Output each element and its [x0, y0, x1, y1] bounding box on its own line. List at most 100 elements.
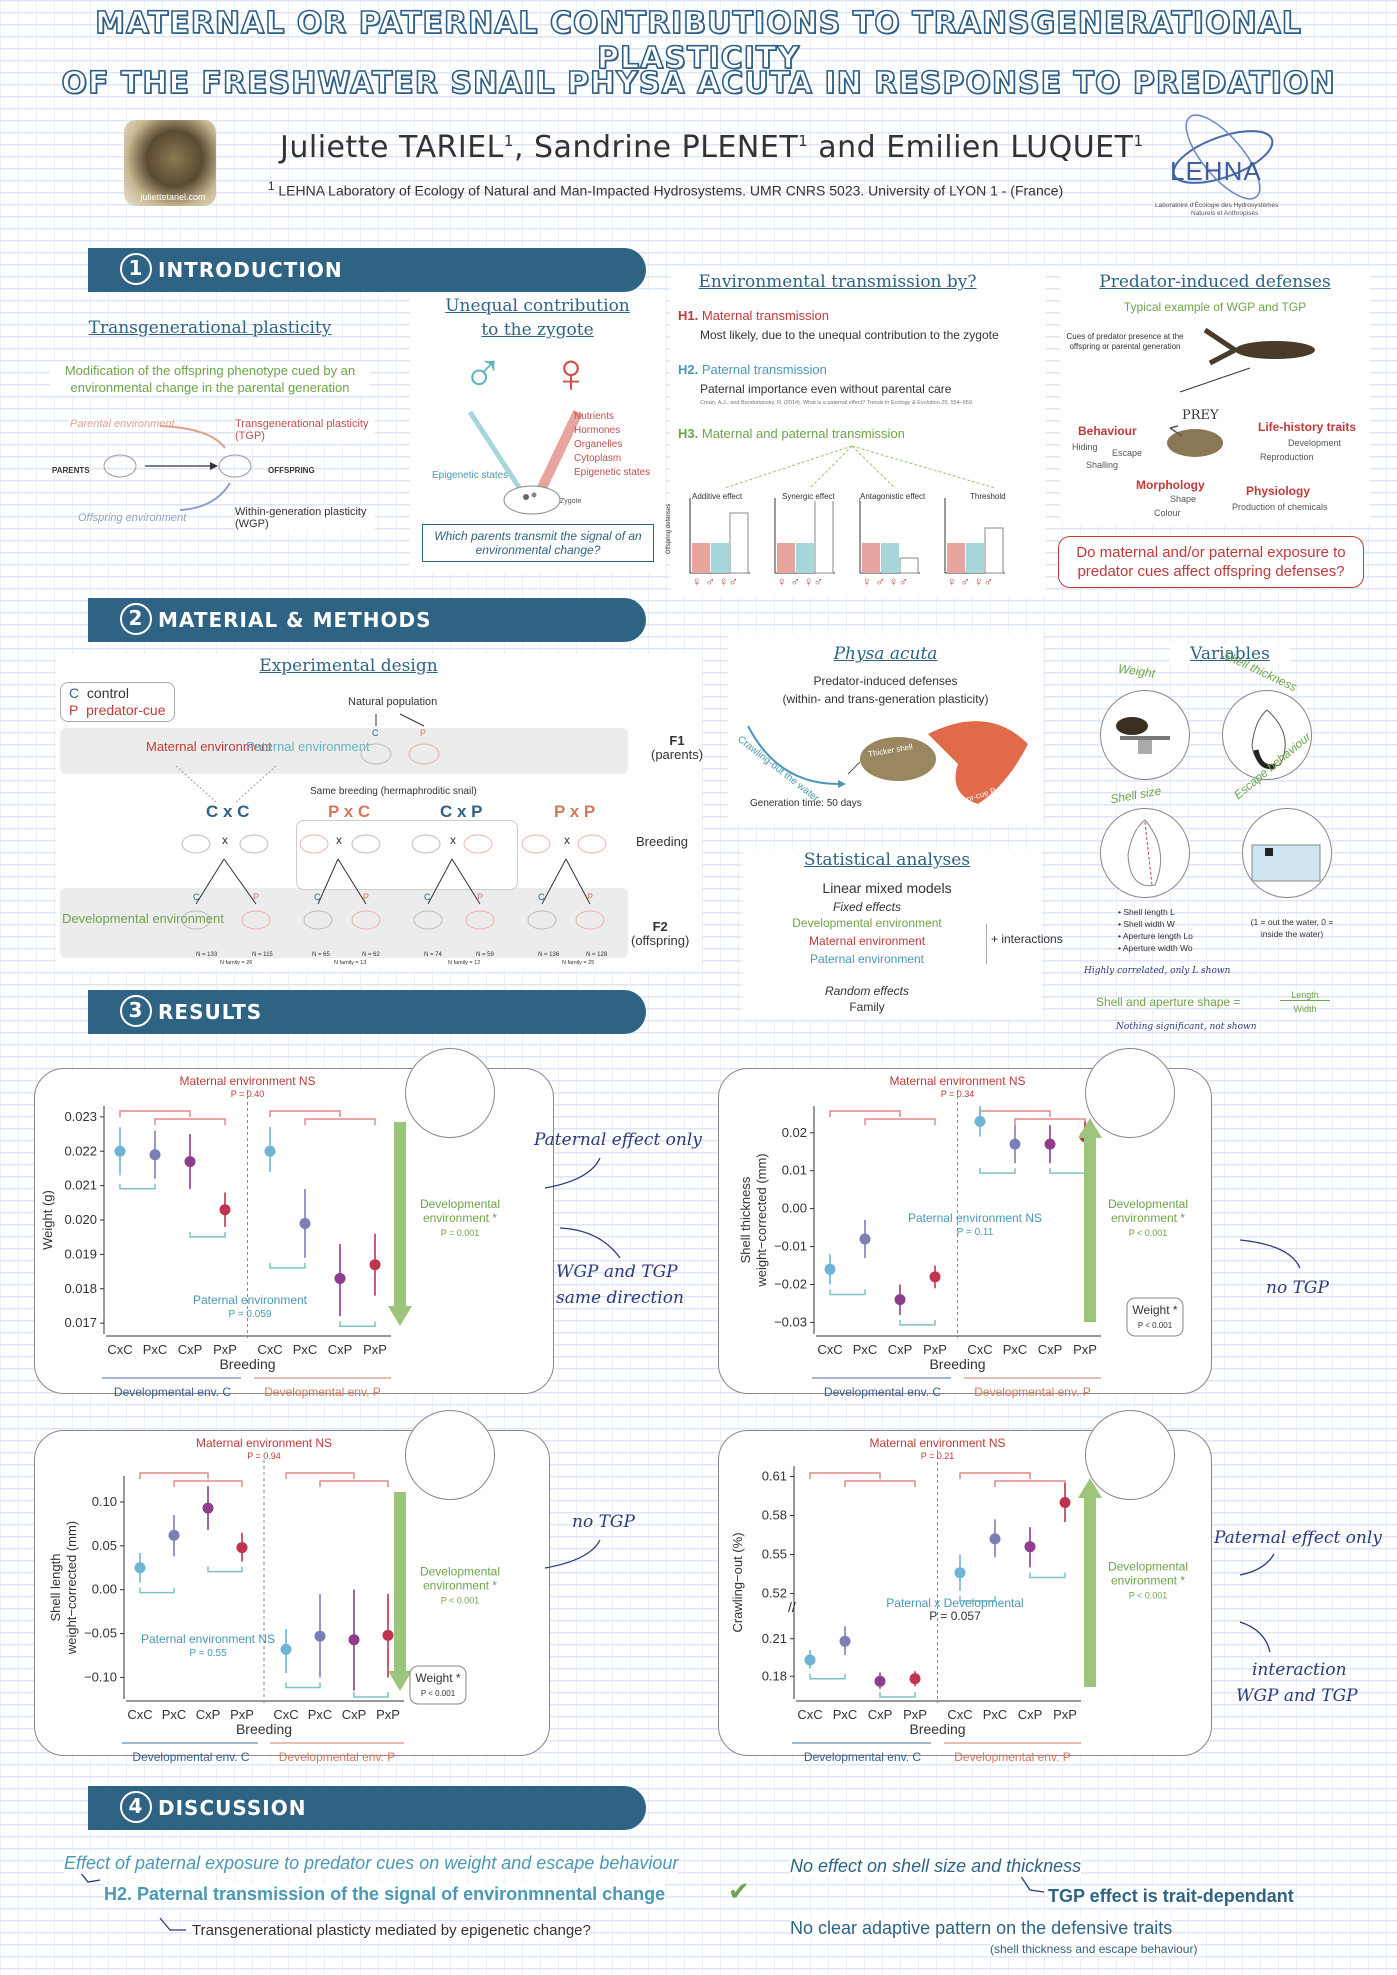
- same-breeding-box: [296, 820, 518, 890]
- effect-synergic: Synergic effect: [782, 492, 835, 501]
- h2-title: Paternal transmission: [701, 362, 827, 377]
- annotation-arrow: [559, 1227, 621, 1259]
- tgp-title: Transgenerational plasticity: [88, 318, 332, 338]
- author-3: and Emilien LUQUET: [818, 130, 1134, 165]
- si-3: • Aperture length Lo: [1118, 931, 1193, 941]
- f1-text: F1: [669, 733, 685, 748]
- logo-sub-1: Laboratoire d'Écologie des Hydrosystèmes: [1155, 202, 1279, 209]
- legend-c-text: control: [86, 685, 129, 701]
- legend-c: C: [69, 685, 80, 701]
- effect-threshold: Threshold: [970, 492, 1006, 501]
- sym-2: ♀ ♂ ♀♂: [777, 574, 824, 589]
- hypothesis-charts: [689, 445, 1005, 574]
- authors-line: Juliette TARIEL1, Sandrine PLENET1 and E…: [280, 130, 1144, 165]
- ann-no-tgp-1: no TGP: [1266, 1278, 1329, 1298]
- h3-tag: H3.: [678, 426, 699, 441]
- list-epigenetic: Epigenetic states: [574, 467, 651, 478]
- disc-r1: No effect on shell size and thickness: [790, 1856, 1082, 1877]
- tgp-label: Transgenerational plasticity (TGP): [235, 418, 375, 442]
- interactions-label: + interactions: [986, 924, 1063, 964]
- section-4-number: 4: [120, 1791, 152, 1823]
- logo-text: LEHNA: [1170, 156, 1262, 186]
- cross-cxp: C x P: [440, 802, 483, 821]
- zygote-label: Zygote: [560, 498, 582, 505]
- physa-illustration: [747, 721, 1028, 804]
- l-development: Development: [1288, 438, 1342, 448]
- offspring-label: OFFSPRING: [268, 466, 315, 475]
- f2-band: [60, 888, 628, 958]
- b-hiding: Hiding: [1072, 442, 1098, 452]
- fixed-mat: Maternal environment: [808, 934, 926, 948]
- pat-env-label: Paternal environment: [246, 739, 370, 754]
- section-4-title: DISCUSSION: [158, 1796, 307, 1820]
- h3-title: Maternal and paternal transmission: [701, 426, 905, 441]
- n-7: N = 136: [538, 952, 560, 958]
- f2-label: F2 (offspring): [631, 920, 689, 948]
- ann-paternal-only-2: Paternal effect only: [1214, 1528, 1382, 1548]
- n-5: N = 74: [424, 952, 442, 958]
- behaviour-label: Behaviour: [1078, 424, 1137, 438]
- svg-text:C: C: [193, 892, 200, 902]
- svg-text:C: C: [314, 892, 321, 902]
- cross-pxp: P x P: [554, 802, 596, 821]
- section-1-number: 1: [120, 253, 152, 285]
- defense-axis: Offspring defenses: [666, 503, 673, 555]
- physa-title: Physa acuta: [833, 644, 938, 664]
- si-1: • Shell length L: [1118, 907, 1175, 917]
- sup-3: 1: [1133, 132, 1144, 150]
- length-icon-result: [405, 1410, 495, 1500]
- affil-sup: 1: [268, 180, 275, 193]
- section-3-number: 3: [120, 995, 152, 1027]
- n-4: N = 62: [362, 952, 380, 958]
- female-icon: ♀: [550, 341, 592, 404]
- section-1-banner: 1 INTRODUCTION: [88, 248, 646, 292]
- annotation-arrow: [1239, 1239, 1301, 1269]
- list-organelles: Organelles: [574, 439, 623, 450]
- dev-env-label: Developmental environment: [62, 911, 224, 926]
- disc-l1: Effect of paternal exposure to predator …: [64, 1853, 679, 1874]
- unequal-question: Which parents transmit the signal of an …: [422, 524, 654, 562]
- tgp-diagram: [103, 425, 252, 511]
- random-family: Family: [849, 1000, 885, 1014]
- f1-label: F1 (parents): [651, 734, 703, 762]
- pred-subtitle: Typical example of WGP and TGP: [1123, 300, 1307, 314]
- sym-3: ♀ ♂ ♀♂: [862, 574, 909, 589]
- ann-wgp-tgp: WGP and TGP: [556, 1262, 678, 1282]
- affiliation-text: LEHNA Laboratory of Ecology of Natural a…: [278, 182, 1064, 199]
- prey-label: PREY: [1182, 408, 1219, 423]
- unequal-title-2: to the zygote: [481, 320, 594, 340]
- design-panel: Experimental design C control P predator…: [56, 654, 703, 970]
- svg-text:P: P: [420, 728, 426, 738]
- stats-title: Statistical analyses: [803, 850, 971, 870]
- lehna-logo: LEHNA Laboratoire d'Écologie des Hydrosy…: [1155, 112, 1305, 217]
- crayfish-snail: [1167, 327, 1315, 457]
- shape-width: Width: [1293, 1004, 1317, 1014]
- annotation-arrow: [1239, 1621, 1271, 1653]
- design-title: Experimental design: [259, 656, 438, 676]
- m-colour: Colour: [1154, 508, 1181, 518]
- variables-icons: [1116, 709, 1321, 887]
- cross-pxc: P x C: [328, 802, 371, 821]
- design-legend: C control P predator-cue: [60, 682, 175, 722]
- male-epigenetic-label: Epigenetic states: [432, 470, 509, 481]
- unequal-panel: Unequal contribution to the zygote ♂ ♀ N…: [410, 292, 665, 572]
- svg-text:P: P: [253, 892, 259, 902]
- author-1: Juliette TARIEL: [280, 130, 504, 165]
- svg-text:x: x: [336, 833, 342, 847]
- wgp-label: Within-generation plasticity (WGP): [235, 506, 375, 530]
- l-reproduction: Reproduction: [1260, 452, 1314, 462]
- cues-text: Cues of predator presence at the offspri…: [1066, 332, 1184, 351]
- crawl-icon-result: [1085, 1410, 1175, 1500]
- ann-same-direction: same direction: [556, 1288, 684, 1308]
- ann-no-tgp-2: no TGP: [572, 1512, 635, 1532]
- offspring-env-label: Offspring environment: [78, 512, 187, 524]
- f1-band: [60, 728, 628, 774]
- author-2: Sandrine PLENET: [534, 130, 799, 165]
- section-2-banner: 2 MATERIAL & METHODS: [88, 598, 646, 642]
- disc-r2: TGP effect is trait-dependant: [1048, 1886, 1294, 1907]
- author-photo: [124, 120, 216, 206]
- annotation-arrow: [1239, 1553, 1275, 1576]
- h1-desc: Most likely, due to the unequal contribu…: [700, 328, 999, 342]
- vars-title: Variables: [1170, 644, 1290, 664]
- affiliation: 1 LEHNA Laboratory of Ecology of Natural…: [268, 180, 1063, 199]
